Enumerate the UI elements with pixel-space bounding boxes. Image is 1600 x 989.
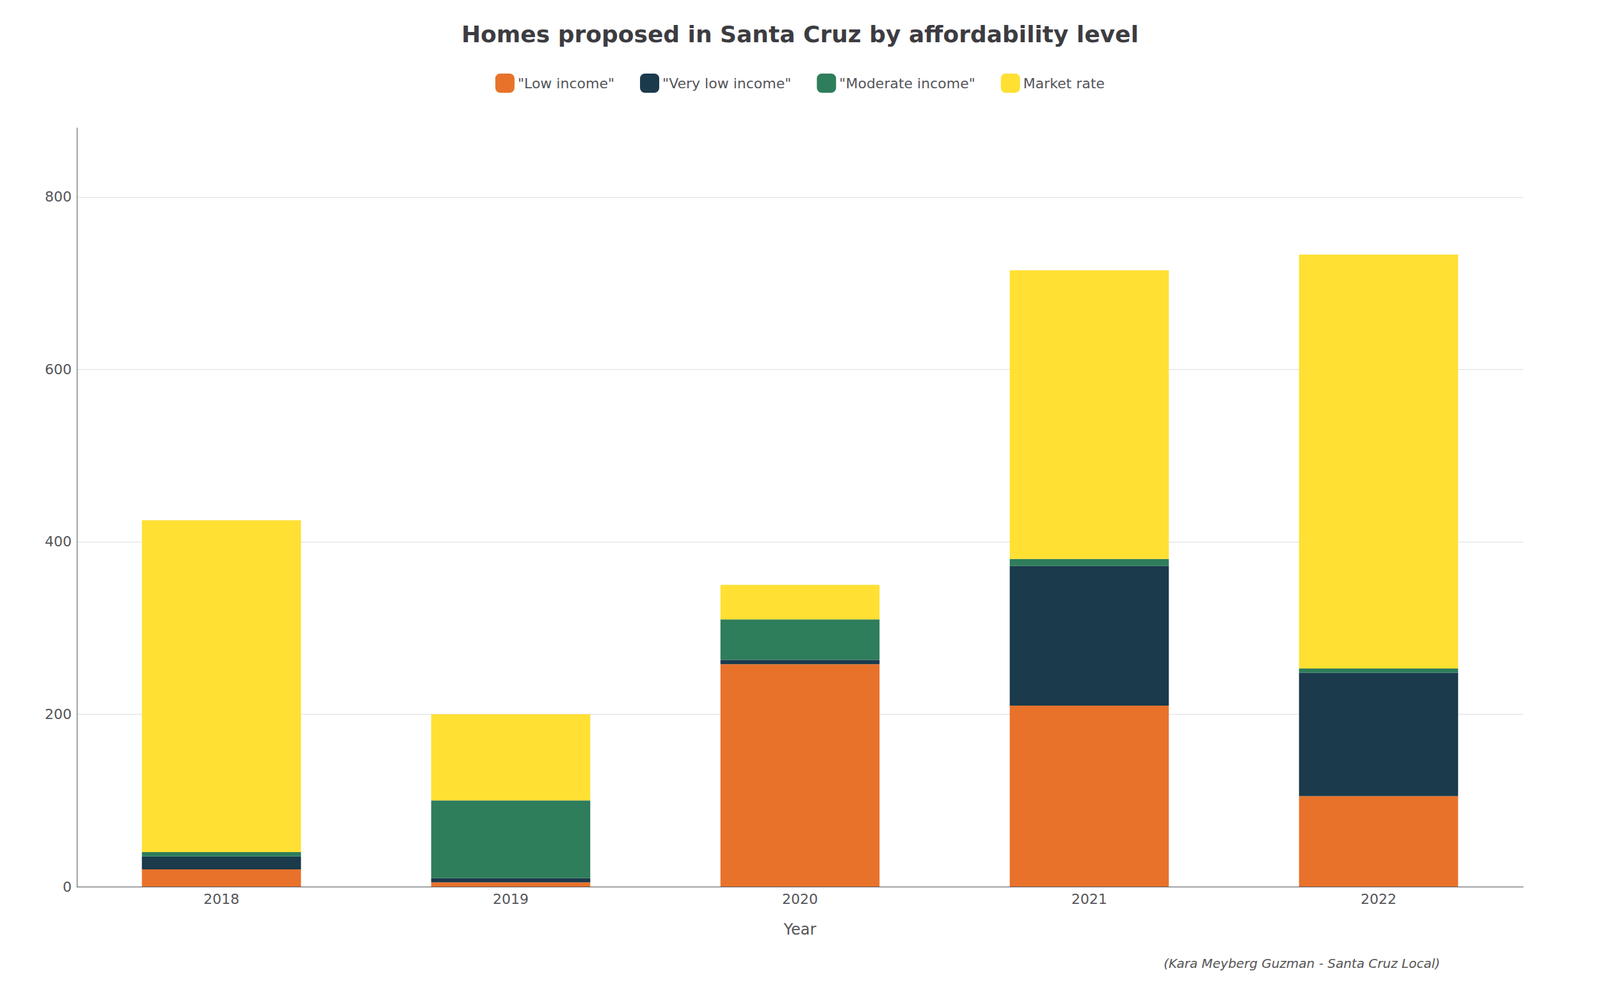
svg-text:400: 400: [44, 533, 72, 550]
svg-text:Year: Year: [783, 920, 817, 939]
svg-text:2021: 2021: [1071, 891, 1108, 908]
svg-text:Market rate: Market rate: [1023, 75, 1105, 92]
svg-text:"Low income": "Low income": [517, 75, 615, 92]
svg-text:800: 800: [44, 188, 72, 205]
svg-text:Homes proposed in Santa Cruz b: Homes proposed in Santa Cruz by affordab…: [461, 21, 1139, 48]
svg-text:200: 200: [44, 706, 72, 723]
svg-text:"Very low income": "Very low income": [662, 75, 792, 92]
svg-text:0: 0: [62, 879, 72, 896]
svg-text:600: 600: [44, 361, 72, 378]
svg-text:2019: 2019: [492, 891, 529, 908]
svg-text:2022: 2022: [1360, 891, 1397, 908]
svg-text:2018: 2018: [203, 891, 240, 908]
svg-text:"Moderate income": "Moderate income": [839, 75, 975, 92]
svg-text:(Kara Meyberg Guzman - Santa C: (Kara Meyberg Guzman - Santa Cruz Local): [1163, 956, 1440, 972]
svg-text:2020: 2020: [782, 891, 818, 908]
